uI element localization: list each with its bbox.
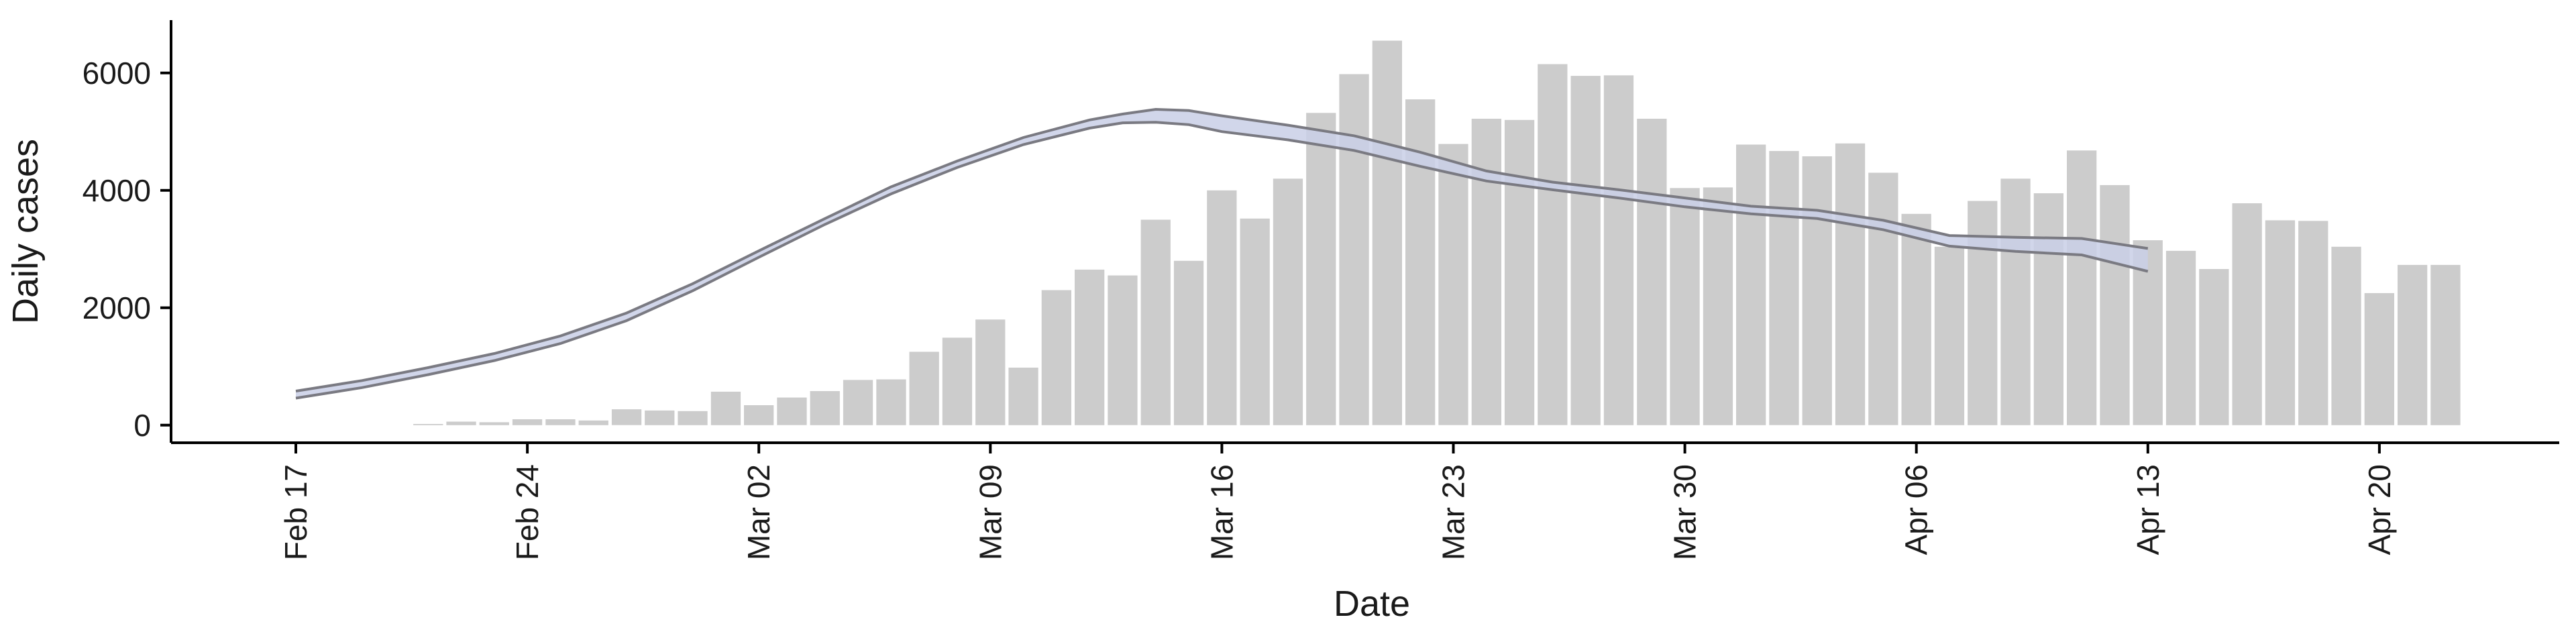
bar: [678, 411, 708, 425]
bar: [1835, 143, 1866, 425]
bar: [942, 337, 973, 425]
bars-layer: [413, 40, 2461, 425]
bar: [446, 421, 476, 425]
bar: [545, 419, 576, 425]
bar: [2398, 264, 2428, 425]
bar: [1538, 64, 1568, 425]
bar: [2067, 150, 2097, 425]
bar: [611, 409, 642, 425]
bar: [2100, 184, 2130, 425]
x-tick-label: Apr 13: [2131, 464, 2165, 555]
bar: [909, 352, 939, 425]
x-tick-label: Mar 23: [1436, 464, 1471, 560]
bar: [1868, 172, 1898, 425]
bar: [2331, 246, 2361, 425]
bar: [2165, 250, 2196, 425]
bar: [1901, 213, 1931, 425]
x-tick-label: Feb 17: [278, 464, 313, 560]
bar: [2298, 221, 2328, 425]
bar: [1273, 178, 1303, 425]
bar: [1306, 113, 1336, 425]
bar: [810, 391, 840, 425]
bar: [645, 410, 675, 425]
band-upper-line: [295, 107, 2149, 392]
x-tick-label: Apr 20: [2362, 464, 2397, 555]
bar: [1240, 218, 1270, 425]
x-tick-label: Mar 02: [741, 464, 776, 560]
bar: [744, 405, 774, 425]
y-tick-label: 2000: [83, 290, 151, 325]
bar: [1173, 260, 1204, 425]
bar: [2265, 220, 2296, 425]
bar: [2199, 269, 2229, 425]
y-tick-label: 0: [133, 408, 151, 443]
x-tick-label: Mar 30: [1668, 464, 1703, 560]
bar: [1968, 201, 1998, 425]
y-tick-label: 4000: [83, 173, 151, 208]
bar: [843, 380, 873, 425]
bar: [2364, 292, 2394, 425]
bar: [1339, 74, 1369, 425]
bar: [1603, 75, 1634, 425]
bar: [413, 424, 443, 425]
bar: [1703, 187, 1733, 425]
bar: [1140, 219, 1171, 425]
bar: [1736, 144, 1766, 425]
band-lower-line: [295, 121, 2149, 400]
x-tick-label: Mar 16: [1204, 464, 1239, 560]
bar: [2232, 203, 2262, 425]
bar: [1075, 269, 1105, 425]
x-axis-title: Date: [1334, 584, 1410, 624]
bar: [777, 397, 807, 425]
x-tick-label: Apr 06: [1899, 464, 1934, 555]
bar: [1041, 290, 1071, 425]
bar: [2033, 193, 2063, 425]
bar: [1471, 119, 1501, 425]
band-layer: [295, 107, 2149, 400]
y-tick-label: 6000: [83, 56, 151, 91]
axes-layer: [170, 20, 2559, 444]
bar: [1405, 99, 1436, 425]
x-tick-label: Feb 24: [510, 464, 545, 560]
bar: [876, 379, 906, 425]
y-ticks: 0 2000 4000 6000: [83, 56, 171, 443]
bar: [1008, 368, 1038, 425]
bar: [2000, 178, 2031, 425]
bar: [1637, 119, 1667, 425]
x-tick-label: Mar 09: [973, 464, 1008, 560]
bar: [1769, 151, 1799, 425]
bar: [1438, 144, 1468, 425]
bar: [1504, 119, 1535, 425]
bar: [1570, 76, 1601, 425]
bar: [1934, 246, 1965, 425]
bar: [1207, 190, 1237, 425]
bar: [512, 419, 543, 425]
x-ticks: Feb 17 Feb 24 Mar 02 Mar 09 Mar 16 Mar 23 Mar …: [278, 443, 2397, 560]
bar: [479, 422, 509, 425]
bar: [710, 391, 741, 425]
bar: [578, 420, 608, 425]
bar: [975, 319, 1006, 425]
bar: [1108, 275, 1138, 425]
bar: [2430, 264, 2461, 425]
bar: [1670, 188, 1700, 425]
y-axis-title: Daily cases: [5, 139, 46, 324]
bar: [1802, 156, 1832, 425]
bar: [1372, 40, 1402, 425]
